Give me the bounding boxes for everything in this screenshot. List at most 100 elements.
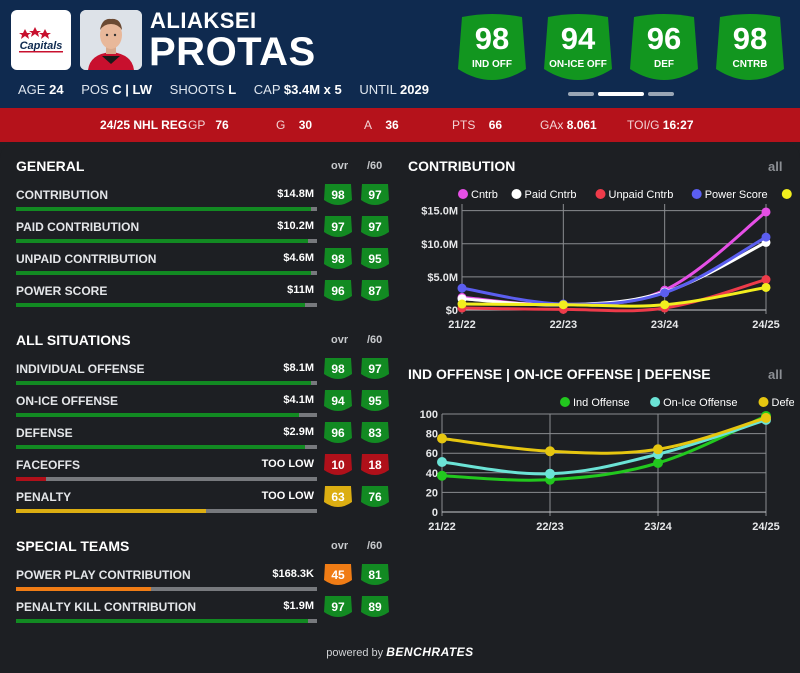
offense-defense-filter-all[interactable]: all: [768, 367, 783, 382]
gp-value: 76: [215, 118, 229, 132]
until-value: 2029: [400, 82, 429, 97]
series-point: [437, 457, 447, 468]
badge-label: DEF: [654, 59, 674, 70]
carousel-dot-2-active[interactable]: [598, 92, 644, 96]
ovr-rating-shield: 96: [323, 421, 353, 445]
legend-marker: [781, 189, 792, 199]
ovr-rating-value: 97: [331, 220, 345, 234]
metric-bar-track: [16, 619, 317, 623]
y-tick-label: $5.0M: [427, 272, 458, 284]
a-label: A: [364, 118, 373, 132]
rating-shield-icon: [361, 564, 389, 585]
age-value: 24: [49, 82, 64, 97]
legend-marker: [560, 397, 570, 407]
legend-marker: [458, 189, 468, 199]
per60-rating-value: 97: [368, 220, 382, 234]
metric-bar-fill: [16, 509, 206, 513]
ovr-rating-shield: 94: [323, 389, 353, 413]
metric-bar-track: [16, 239, 317, 243]
series-line-4: [461, 285, 767, 308]
ovr-rating-value: 97: [331, 600, 345, 614]
x-tick-label: 23/24: [644, 521, 672, 533]
rating-shield-icon: [324, 358, 352, 379]
ovr-rating-value: 98: [331, 362, 345, 376]
per60-rating-shield: 83: [360, 421, 390, 445]
series-point: [660, 300, 670, 310]
legend-marker: [650, 397, 661, 407]
per60-rating-shield: 97: [360, 357, 390, 381]
carousel-dot-3[interactable]: [648, 92, 674, 96]
benchrates-brand[interactable]: BENCHRATES: [386, 645, 474, 659]
per60-column-header: /60: [367, 540, 383, 552]
series-point: [761, 232, 771, 242]
metric-name: PAID CONTRIBUTION: [16, 220, 140, 234]
y-tick-label: $0: [446, 305, 458, 317]
badge-ind-off: 98 IND OFF: [456, 11, 528, 85]
y-tick-label: 80: [426, 429, 438, 441]
rating-shield-icon: [361, 390, 389, 411]
a-value: 36: [385, 118, 399, 132]
badge-shield-icon: [630, 14, 698, 80]
ovr-rating-shield: 10: [323, 453, 353, 477]
metric-bar-fill: [16, 587, 152, 591]
legend-marker: [511, 189, 522, 199]
ovr-rating-shield: 45: [323, 563, 353, 587]
season-stat-bar: 24/25 NHL REG GP 76 G 30 A 36 PTS 66 GAx…: [0, 108, 800, 142]
metric-bar-track: [16, 381, 317, 385]
y-tick-label: $10.0M: [421, 239, 458, 251]
per60-rating-value: 76: [368, 490, 382, 504]
stat-toi: TOI/G 16:27: [627, 118, 694, 132]
player-header: Capitals ALIAKSEI PROTAS AGE 24 POS C | …: [0, 0, 800, 108]
section-title: SPECIAL TEAMS: [16, 538, 130, 554]
cap-info: CAP $3.4M x 5: [254, 82, 342, 97]
until-label: UNTIL: [359, 82, 397, 97]
carousel-dot-1[interactable]: [568, 92, 594, 96]
series-point: [653, 458, 663, 468]
ovr-rating-value: 10: [331, 458, 345, 472]
toi-label: TOI/G: [627, 118, 660, 132]
badge-cntrb: 98 CNTRB: [714, 11, 786, 85]
ovr-rating-shield: 98: [323, 247, 353, 271]
per60-rating-shield: 97: [360, 183, 390, 207]
metric-bar-fill: [16, 619, 308, 623]
badge-label: ON-ICE OFF: [549, 59, 607, 70]
position-info: POS C | LW: [81, 82, 152, 97]
stat-points: PTS 66: [452, 118, 502, 132]
per60-rating-value: 95: [368, 394, 382, 408]
age-info: AGE 24: [18, 82, 64, 97]
series-point: [558, 300, 568, 310]
per60-column-header: /60: [367, 334, 383, 346]
metric-name: PENALTY: [16, 490, 72, 504]
player-first-name: ALIAKSEI: [150, 8, 257, 33]
metric-name: ON-ICE OFFENSE: [16, 394, 119, 408]
ovr-rating-shield: 97: [323, 595, 353, 619]
season-label: 24/25 NHL REG: [100, 118, 188, 132]
per60-rating-value: 97: [368, 188, 382, 202]
ovr-rating-value: 96: [331, 284, 345, 298]
rating-shield-icon: [324, 486, 352, 507]
contribution-filter-all[interactable]: all: [768, 159, 783, 174]
ovr-rating-value: 98: [331, 188, 345, 202]
legend-marker: [691, 189, 702, 199]
rating-shield-icon: [324, 422, 352, 443]
badge-value: 98: [732, 21, 768, 56]
team-logo: Capitals: [11, 10, 71, 70]
metric-value: TOO LOW: [261, 458, 314, 470]
series-line-0: [441, 414, 767, 482]
badge-shield-icon: [458, 14, 526, 80]
series-line-3: [461, 235, 767, 306]
metric-value: TOO LOW: [261, 490, 314, 502]
badge-on-ice-off: 94 ON-ICE OFF: [542, 11, 614, 85]
metric-row: PENALTY KILL CONTRIBUTION $1.9M 97 89: [16, 596, 390, 632]
metric-bar-fill: [16, 303, 305, 307]
shoots-info: SHOOTS L: [170, 82, 236, 97]
per60-rating-value: 89: [368, 600, 382, 614]
series-point: [761, 207, 771, 217]
ovr-rating-shield: 63: [323, 485, 353, 509]
series-point: [437, 470, 447, 481]
metric-name: POWER SCORE: [16, 284, 108, 298]
per60-rating-shield: 97: [360, 215, 390, 239]
shoots-label: SHOOTS: [169, 82, 225, 97]
metric-bar-fill: [16, 239, 308, 243]
capitals-logo-icon: Capitals: [19, 27, 63, 53]
